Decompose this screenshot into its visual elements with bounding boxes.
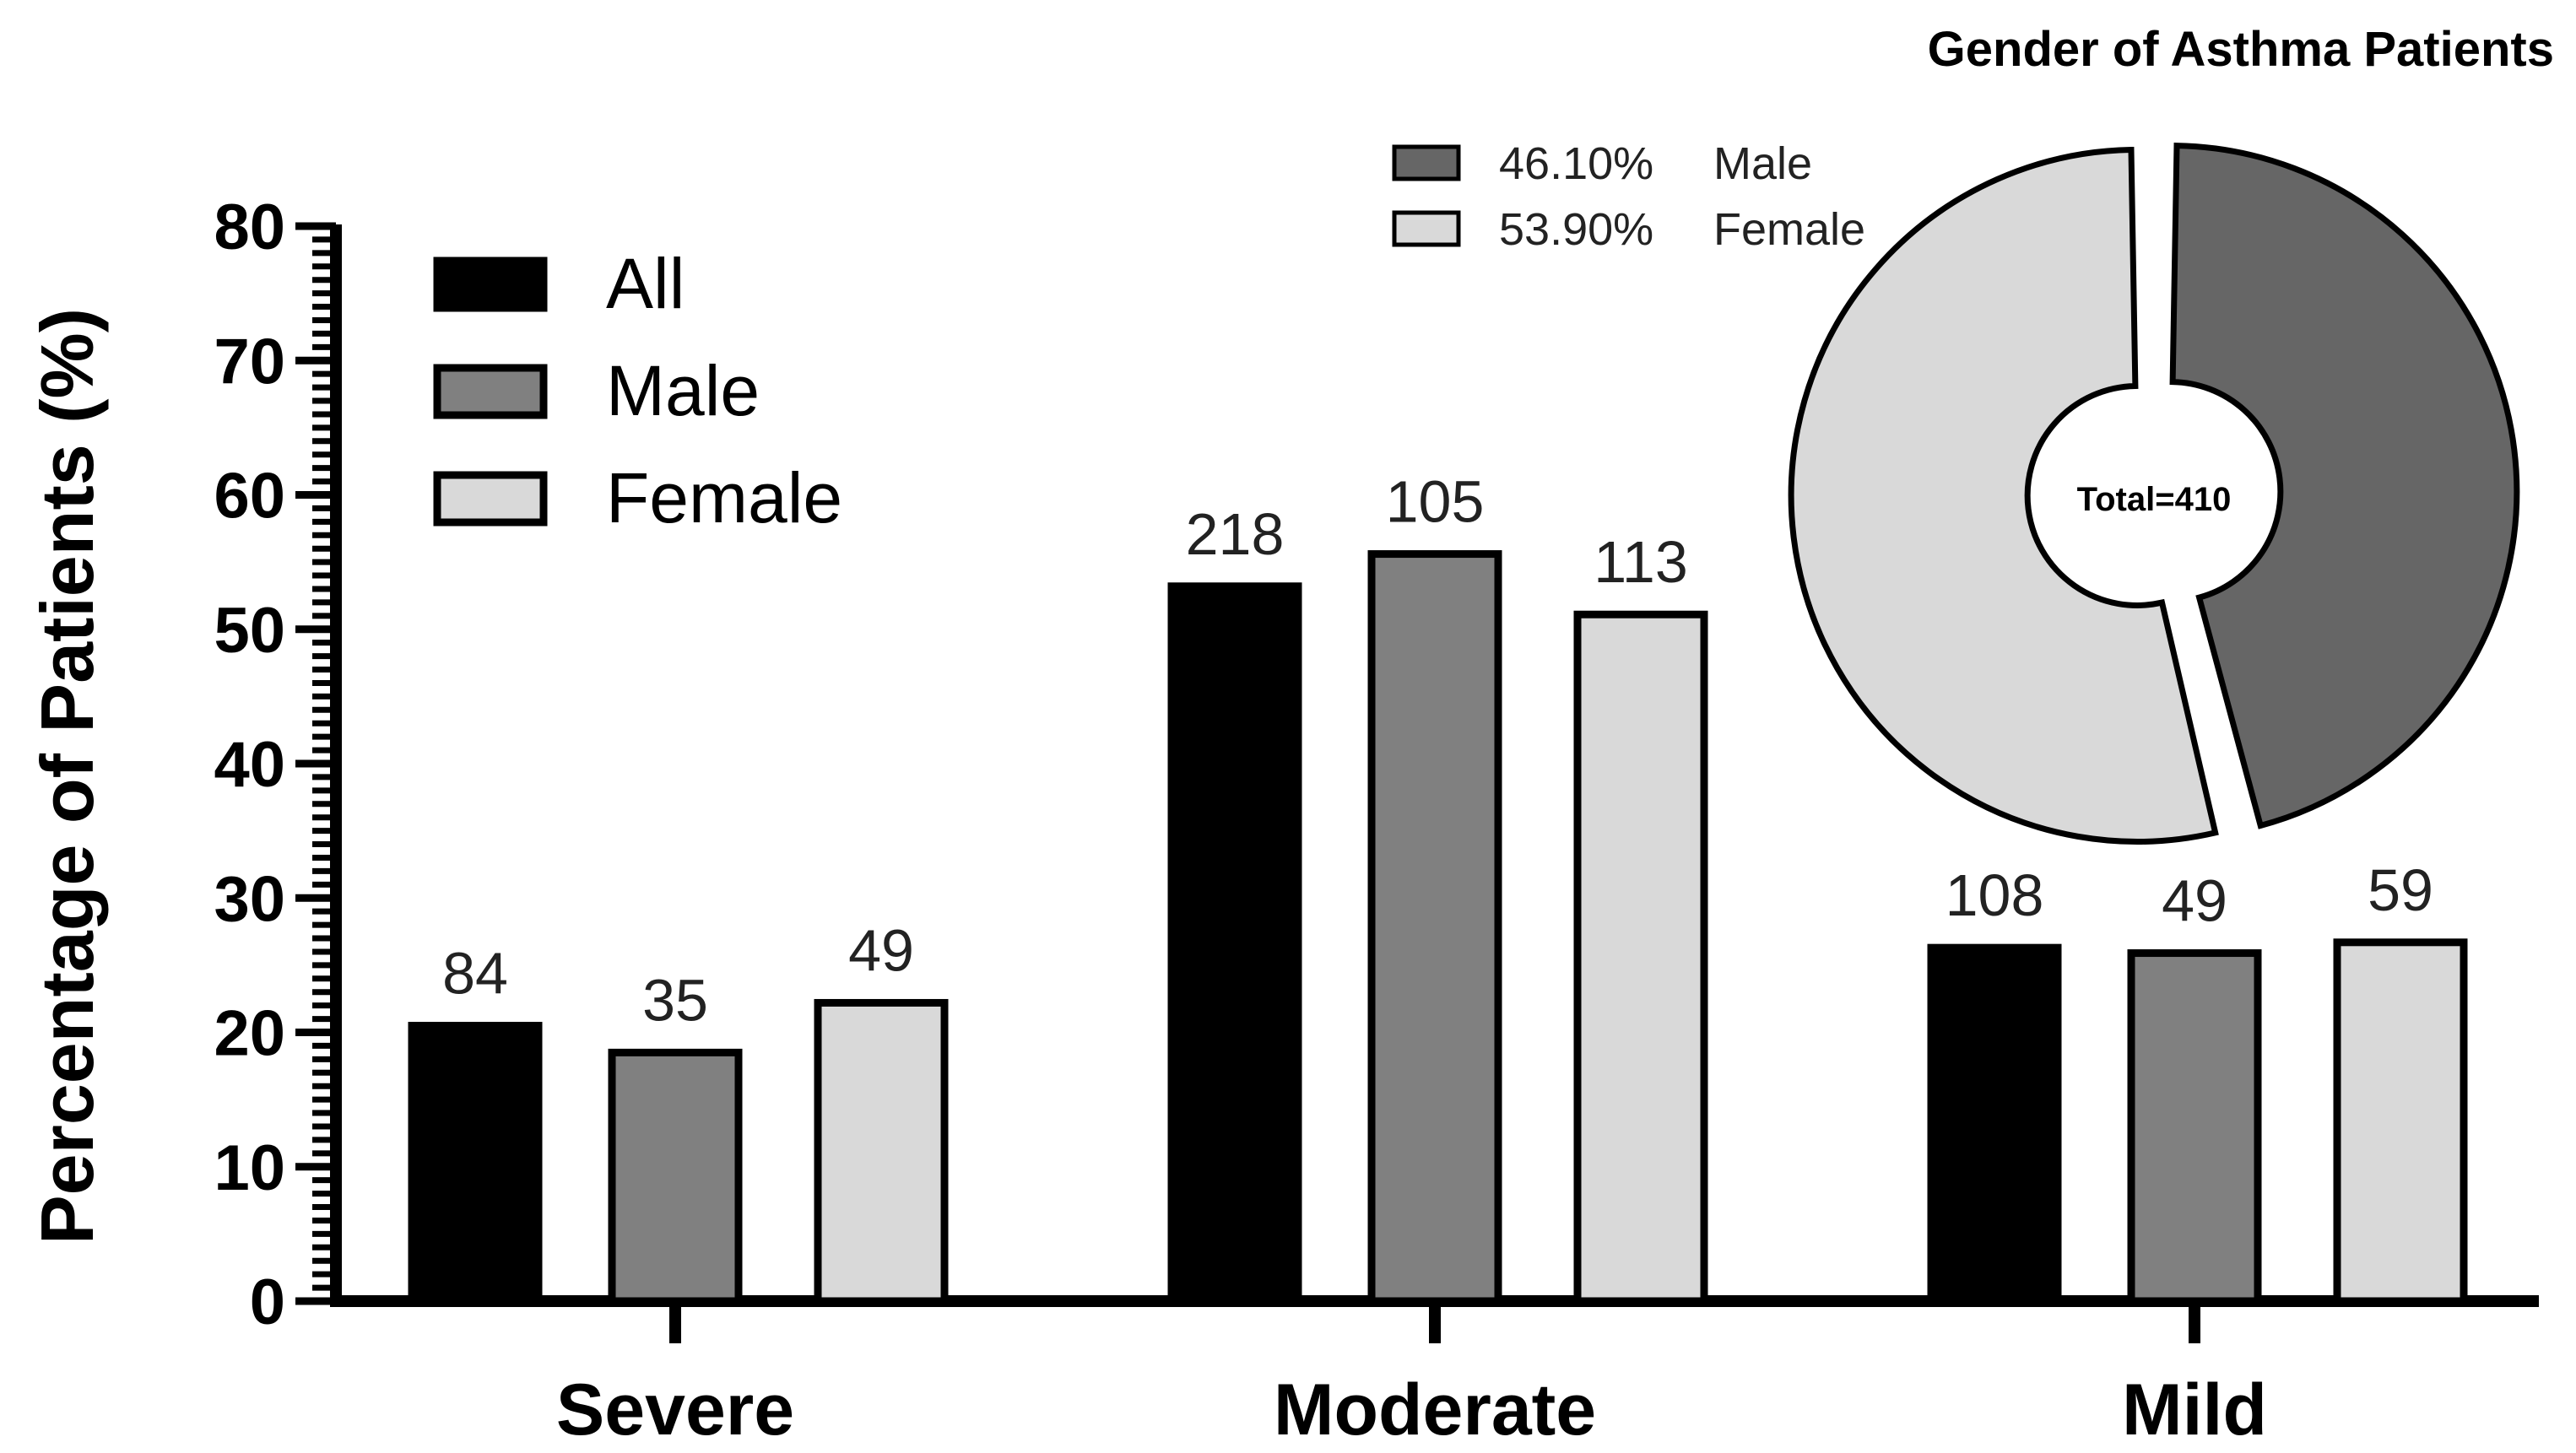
y-tick-label: 40 (214, 729, 285, 801)
data-label: 105 (1386, 469, 1485, 535)
bars: 84 35 49 218 105 113 108 49 59 (408, 469, 2468, 1305)
y-axis-label: Percentage of Patients (%) (25, 308, 109, 1245)
pie-legend: 46.10% Male 53.90% Female (1392, 138, 1865, 255)
pie-legend-swatch-male (1392, 144, 1461, 181)
bar-legend: All Male Female (433, 244, 842, 537)
y-tick-label: 10 (214, 1132, 285, 1204)
pie-slice-female (1788, 146, 2219, 845)
pie-legend-label: Female (1713, 204, 1865, 255)
y-tick-label: 80 (214, 192, 285, 263)
bar-female-mild (2333, 938, 2468, 1305)
bar-female-severe (814, 998, 949, 1305)
pie-legend-swatch-female (1392, 210, 1461, 247)
pie-legend-label: Male (1713, 138, 1812, 189)
data-label: 49 (848, 917, 914, 983)
data-label: 84 (442, 941, 508, 1007)
bar-male-moderate (1367, 550, 1502, 1305)
x-axis: Severe Moderate Mild (330, 1295, 2539, 1450)
data-label: 113 (1594, 529, 1688, 595)
y-axis: 0 10 20 30 40 50 60 70 80 (214, 192, 342, 1338)
bar-male-severe (608, 1048, 743, 1305)
bar-male-mild (2127, 949, 2262, 1305)
pie-legend-percent: 53.90% (1499, 204, 1653, 255)
x-tick-label: Mild (2122, 1369, 2267, 1450)
y-tick-label: 70 (214, 326, 285, 397)
legend-swatch-all (433, 257, 548, 312)
y-tick-label: 20 (214, 998, 285, 1070)
bar-female-moderate (1573, 610, 1708, 1305)
bar-chart: Percentage of Patients (%) 0 10 20 30 40 50 60… (25, 192, 2539, 1450)
x-tick-label: Moderate (1274, 1369, 1596, 1450)
data-label: 108 (1946, 862, 2044, 928)
legend-swatch-female (433, 471, 548, 527)
pie-chart: Gender of Asthma Patients 46.10% Male 53.9… (1392, 22, 2554, 845)
y-tick-label: 30 (214, 863, 285, 935)
pie-slices (1788, 143, 2520, 845)
data-label: 218 (1186, 501, 1285, 567)
bar-all-moderate (1167, 582, 1302, 1305)
pie-legend-percent: 46.10% (1499, 138, 1653, 189)
y-tick-label: 50 (214, 595, 285, 667)
legend-label: Male (606, 351, 760, 430)
y-tick-label: 0 (250, 1267, 285, 1338)
data-label: 49 (2162, 868, 2227, 934)
pie-slice-male (2169, 143, 2520, 829)
bar-all-severe (408, 1022, 543, 1305)
data-label: 35 (642, 967, 708, 1033)
pie-title: Gender of Asthma Patients (1928, 22, 2554, 77)
pie-center-label: Total=410 (2077, 481, 2232, 518)
legend-label: All (606, 244, 685, 323)
x-tick-label: Severe (556, 1369, 794, 1450)
y-tick-label: 60 (214, 461, 285, 532)
data-label: 59 (2368, 857, 2433, 923)
bar-all-mild (1927, 943, 2062, 1305)
legend-label: Female (606, 458, 842, 537)
legend-swatch-male (433, 364, 548, 419)
